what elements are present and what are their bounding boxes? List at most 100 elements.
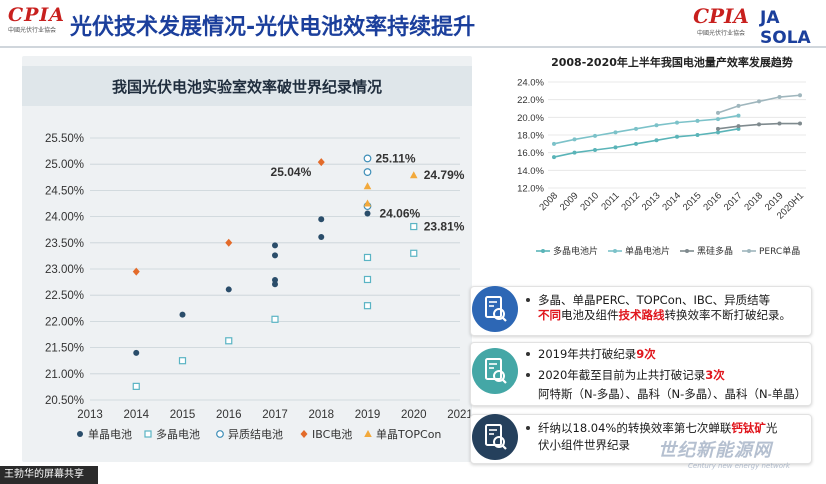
left-chart-title-band <box>22 66 472 106</box>
document-search-icon <box>472 286 518 332</box>
y-tick-label: 21.00% <box>45 369 84 381</box>
bullet-text-segment: 3次 <box>705 368 725 382</box>
right-chart-title: 2008-2020年上半年我国电池量产效率发展趋势 <box>551 56 793 69</box>
bullet-text-segment: 不同 <box>538 308 561 322</box>
y-tick-label: 24.0% <box>517 78 544 89</box>
series-line <box>717 94 801 114</box>
data-point <box>634 141 638 146</box>
ja-solar-logo: JA SOLA <box>760 8 826 48</box>
bullet-text-segment: 钙钛矿 <box>731 421 766 435</box>
legend-label: 多晶电池 <box>156 427 200 441</box>
data-point <box>133 349 140 356</box>
bullet-2-line-3: 阿特斯（N-多晶）、晶科（N-多晶）、晶科（N-单晶） <box>538 386 806 402</box>
y-tick-label: 14.0% <box>517 166 544 177</box>
x-tick-label: 2010 <box>578 190 601 213</box>
watermark-text: 世纪新能源网 <box>658 440 772 461</box>
watermark-subtext: Century new energy network <box>688 462 790 470</box>
cpia-logo: CPIA 中國光伏行业協会 <box>8 4 64 40</box>
data-point <box>654 123 659 128</box>
x-tick-label: 2018 <box>308 409 334 421</box>
data-point <box>272 242 278 249</box>
bullet-text-segment: 转换效率不断打破纪录。 <box>664 308 792 322</box>
data-point <box>363 182 372 190</box>
x-tick-label: 2013 <box>77 409 103 421</box>
x-tick-label: 2016 <box>216 409 242 421</box>
y-tick-label: 22.50% <box>45 290 84 302</box>
x-tick-label: 2015 <box>681 190 704 213</box>
bullet-text-segment: 9次 <box>636 347 656 361</box>
data-point <box>552 155 556 160</box>
data-point <box>132 267 140 276</box>
y-tick-label: 21.50% <box>45 343 84 355</box>
y-tick-label: 16.0% <box>517 148 544 159</box>
bullet-3-line-1: 纤纳以18.04%的转换效率第七次蝉联钙钛矿光 <box>538 420 777 436</box>
y-tick-label: 20.50% <box>45 395 84 407</box>
series-line <box>553 114 739 145</box>
legend-label: IBC电池 <box>312 428 352 441</box>
y-tick-label: 20.0% <box>517 113 544 124</box>
data-point <box>410 222 418 231</box>
legend-marker <box>364 430 372 437</box>
cpia-logo-right-mark: CPIA <box>693 4 749 28</box>
slide-title: 光伏技术发展情况-光伏电池效率持续提升 <box>70 15 476 40</box>
bullet-text-segment: 2019年共打破纪录 <box>538 347 637 361</box>
bullet-1-line-2: 不同电池及组件技术路线转换效率不断打破纪录。 <box>538 307 791 323</box>
bullet-dot <box>526 373 530 377</box>
legend-marker <box>541 249 545 253</box>
y-tick-label: 22.0% <box>517 95 544 106</box>
y-tick-label: 24.00% <box>45 212 84 224</box>
data-point <box>675 120 679 125</box>
data-point <box>178 357 187 365</box>
bullet-1-line-1: 多晶、单晶PERC、TOPCon、IBC、异质结等 <box>538 292 770 308</box>
header-bar <box>0 0 826 48</box>
legend-label: 单晶电池 <box>88 428 132 441</box>
data-label: 24.06% <box>380 206 421 220</box>
data-point <box>318 216 325 223</box>
document-search-icon <box>472 414 518 460</box>
x-tick-label: 2014 <box>123 409 149 421</box>
data-point <box>409 171 418 179</box>
data-point <box>736 113 741 118</box>
x-tick-label: 2014 <box>660 190 683 213</box>
legend-label: 异质结电池 <box>228 428 283 441</box>
data-point <box>132 382 140 390</box>
y-tick-label: 25.00% <box>45 159 84 171</box>
data-point <box>364 210 371 217</box>
data-point <box>363 168 372 176</box>
data-point <box>363 154 372 163</box>
data-point <box>777 121 782 126</box>
data-point <box>225 337 233 345</box>
legend-label: 多晶电池片 <box>553 245 598 257</box>
data-point <box>716 130 720 135</box>
data-point <box>363 253 372 262</box>
x-tick-label: 2017 <box>722 190 745 213</box>
data-label: 23.81% <box>424 220 465 234</box>
x-tick-label: 2020 <box>401 409 427 421</box>
data-point <box>317 158 325 167</box>
data-label: 25.04% <box>271 165 312 179</box>
bullet-text-segment: 纤纳以18.04%的转换效率第七次蝉联 <box>538 421 732 435</box>
bullet-text-segment: 2020年截至目前为止共打破记录 <box>538 368 706 382</box>
data-point <box>695 118 700 123</box>
x-tick-label: 2021 <box>447 409 472 421</box>
cpia-logo-right-sub: 中國光伏行业協会 <box>696 30 745 37</box>
y-tick-label: 25.50% <box>45 133 84 145</box>
data-label: 24.79% <box>424 168 465 182</box>
screen-share-label: 王勃华的屏幕共享 <box>0 466 98 484</box>
data-point <box>798 93 802 98</box>
data-point <box>593 148 597 153</box>
data-point <box>695 133 700 137</box>
data-point <box>318 234 325 241</box>
x-tick-label: 2011 <box>599 190 621 212</box>
mass-production-trend-chart: 12.0%14.0%16.0%18.0%20.0%22.0%24.0%20082… <box>517 78 806 258</box>
data-point <box>634 126 638 131</box>
data-point <box>225 238 233 247</box>
legend-marker <box>144 430 152 438</box>
bullet-2-line-2: 2020年截至目前为止共打破记录3次 <box>538 367 725 383</box>
data-point <box>777 95 782 100</box>
data-point <box>363 302 372 310</box>
bullet-text-segment: 伏小组件世界纪录 <box>538 438 630 452</box>
bullet-3-line-2: 伏小组件世界纪录 <box>538 437 630 453</box>
legend-label: 单晶TOPCon <box>376 428 441 441</box>
x-tick-label: 2019 <box>355 409 381 421</box>
